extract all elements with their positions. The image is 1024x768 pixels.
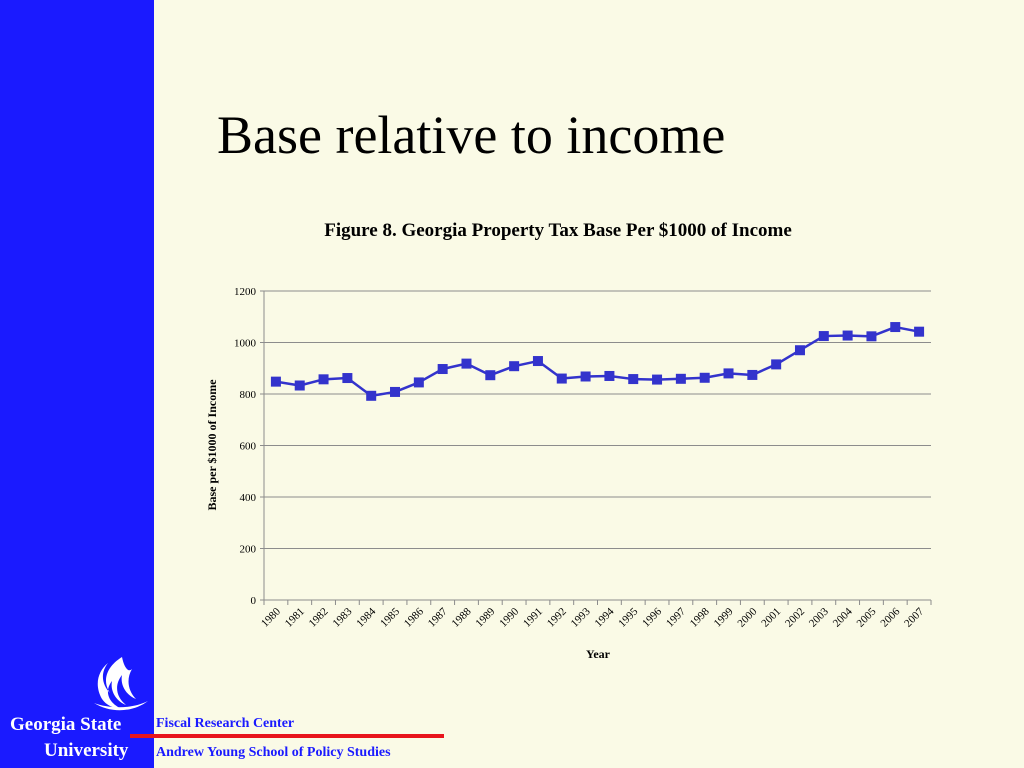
x-tick-label: 1986 (402, 605, 426, 629)
data-point (366, 390, 377, 401)
x-tick-label: 2006 (878, 605, 902, 629)
y-tick-label: 200 (240, 544, 257, 556)
x-axis-ticks: 1980 1981 1982 1983 1984 1985 1986 1987 1988 1989… (259, 600, 932, 630)
x-tick-label: 1988 (450, 605, 474, 629)
x-tick-label: 1995 (616, 605, 640, 629)
data-point (294, 380, 305, 391)
y-tick-label: 600 (240, 441, 257, 453)
data-point (794, 345, 805, 356)
data-point (842, 330, 853, 341)
data-point (604, 370, 615, 381)
data-point (771, 359, 782, 370)
y-axis-label: Base per $1000 of Income (205, 379, 219, 511)
x-tick-label: 1991 (521, 606, 545, 630)
x-tick-label: 1985 (378, 605, 402, 629)
x-tick-label: 2004 (831, 605, 855, 629)
data-point (461, 358, 472, 369)
data-point (580, 371, 591, 382)
y-tick-label: 0 (251, 595, 257, 607)
x-tick-label: 1996 (640, 605, 664, 629)
gsu-flame-icon (94, 657, 148, 711)
line-chart: Figure 8. Georgia Property Tax Base Per … (205, 220, 932, 661)
footer-school-name: Andrew Young School of Policy Studies (156, 745, 391, 760)
data-point (413, 377, 424, 388)
x-tick-label: 1989 (473, 605, 497, 629)
university-name-line2: University (44, 740, 129, 761)
x-tick-label: 1984 (354, 605, 378, 629)
x-tick-label: 1987 (426, 605, 450, 629)
data-point (318, 374, 329, 385)
data-point (509, 361, 520, 372)
x-tick-label: 1994 (592, 605, 616, 629)
chart-title: Figure 8. Georgia Property Tax Base Per … (324, 220, 792, 241)
data-point (390, 386, 401, 397)
y-tick-label: 1200 (234, 286, 257, 298)
x-axis-label: Year (586, 647, 611, 661)
data-point (652, 374, 663, 385)
y-tick-label: 800 (240, 389, 257, 401)
x-tick-label: 2001 (759, 606, 783, 630)
x-tick-label: 2002 (783, 606, 807, 630)
data-point (675, 373, 686, 384)
data-point (556, 373, 567, 384)
chart-gridlines (264, 290, 931, 549)
y-axis-ticks: 0 200 400 600 800 1000 1200 (234, 286, 264, 607)
slide-title: Base relative to income (217, 105, 726, 165)
data-point (485, 370, 496, 381)
data-point (914, 326, 925, 337)
x-tick-label: 1998 (688, 605, 712, 629)
series-line (275, 325, 920, 398)
data-point (723, 368, 734, 379)
data-point (437, 364, 448, 375)
x-tick-label: 1980 (259, 605, 283, 629)
x-tick-label: 2003 (807, 605, 831, 629)
x-tick-label: 2005 (855, 605, 879, 629)
data-point (342, 373, 353, 384)
y-tick-label: 400 (240, 492, 257, 504)
data-point (890, 322, 901, 333)
data-point (699, 372, 710, 383)
data-point (866, 331, 877, 342)
x-tick-label: 1999 (712, 605, 736, 629)
y-tick-label: 1000 (234, 338, 257, 350)
university-name-line1: Georgia State (10, 714, 122, 735)
x-tick-label: 1982 (307, 606, 331, 630)
data-point (270, 376, 281, 387)
x-tick-label: 2007 (902, 605, 926, 629)
sidebar: Georgia State University (0, 0, 154, 768)
chart-series (270, 322, 925, 401)
data-point (532, 356, 543, 367)
footer-divider (130, 734, 444, 738)
x-tick-label: 1990 (497, 605, 521, 629)
data-point (628, 374, 639, 385)
x-tick-label: 1981 (283, 606, 307, 630)
x-tick-label: 1993 (569, 605, 593, 629)
x-tick-label: 1997 (664, 605, 688, 629)
data-point (818, 331, 829, 342)
x-tick-label: 2000 (735, 605, 759, 629)
x-tick-label: 1992 (545, 606, 569, 630)
data-point (747, 369, 758, 380)
x-tick-label: 1983 (330, 605, 354, 629)
footer-org-name: Fiscal Research Center (156, 716, 295, 731)
